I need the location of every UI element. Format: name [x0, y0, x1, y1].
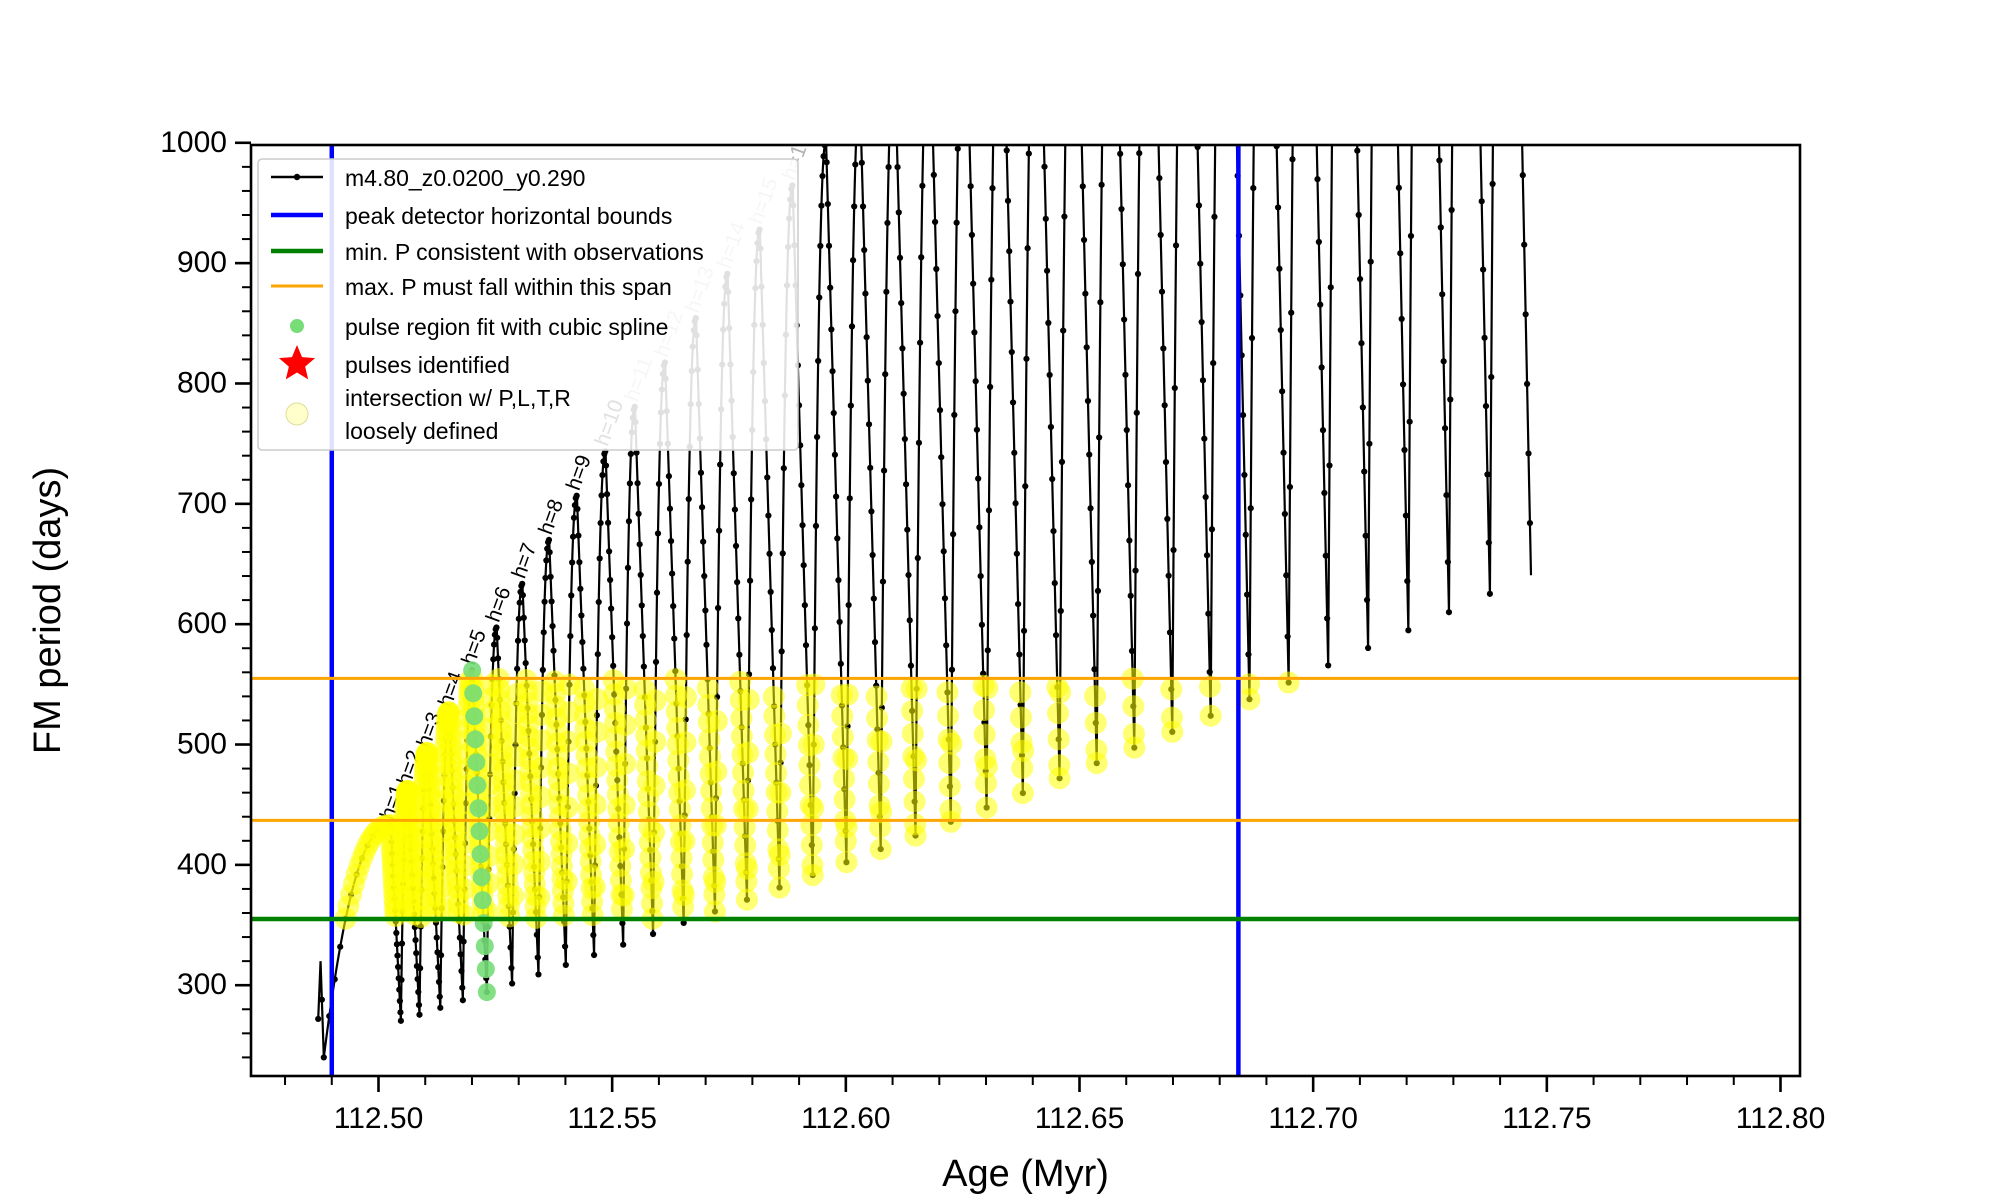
svg-text:112.50: 112.50: [334, 1102, 424, 1135]
svg-text:loosely defined: loosely defined: [345, 418, 498, 444]
svg-text:400: 400: [177, 848, 227, 881]
svg-text:112.75: 112.75: [1502, 1102, 1592, 1135]
svg-text:Age (Myr): Age (Myr): [942, 1153, 1109, 1195]
svg-text:800: 800: [177, 366, 227, 399]
svg-text:112.70: 112.70: [1268, 1102, 1358, 1135]
svg-text:1000: 1000: [160, 126, 227, 159]
svg-text:112.80: 112.80: [1736, 1102, 1826, 1135]
svg-text:m4.80_z0.0200_y0.290: m4.80_z0.0200_y0.290: [345, 165, 585, 191]
svg-text:max. P must fall within this s: max. P must fall within this span: [345, 274, 672, 300]
svg-text:600: 600: [177, 607, 227, 640]
svg-text:500: 500: [177, 728, 227, 761]
svg-text:700: 700: [177, 487, 227, 520]
svg-text:intersection w/ P,L,T,R: intersection w/ P,L,T,R: [345, 385, 571, 411]
svg-text:112.55: 112.55: [567, 1102, 657, 1135]
svg-text:pulses identified: pulses identified: [345, 352, 510, 378]
svg-text:min. P consistent with observa: min. P consistent with observations: [345, 239, 704, 265]
svg-text:FM period (days): FM period (days): [27, 467, 69, 754]
svg-text:112.65: 112.65: [1035, 1102, 1125, 1135]
svg-text:peak detector horizontal bound: peak detector horizontal bounds: [345, 203, 672, 229]
svg-text:112.60: 112.60: [801, 1102, 891, 1135]
svg-text:300: 300: [177, 968, 227, 1001]
svg-text:pulse region fit with cubic sp: pulse region fit with cubic spline: [345, 314, 668, 340]
svg-text:900: 900: [177, 246, 227, 279]
